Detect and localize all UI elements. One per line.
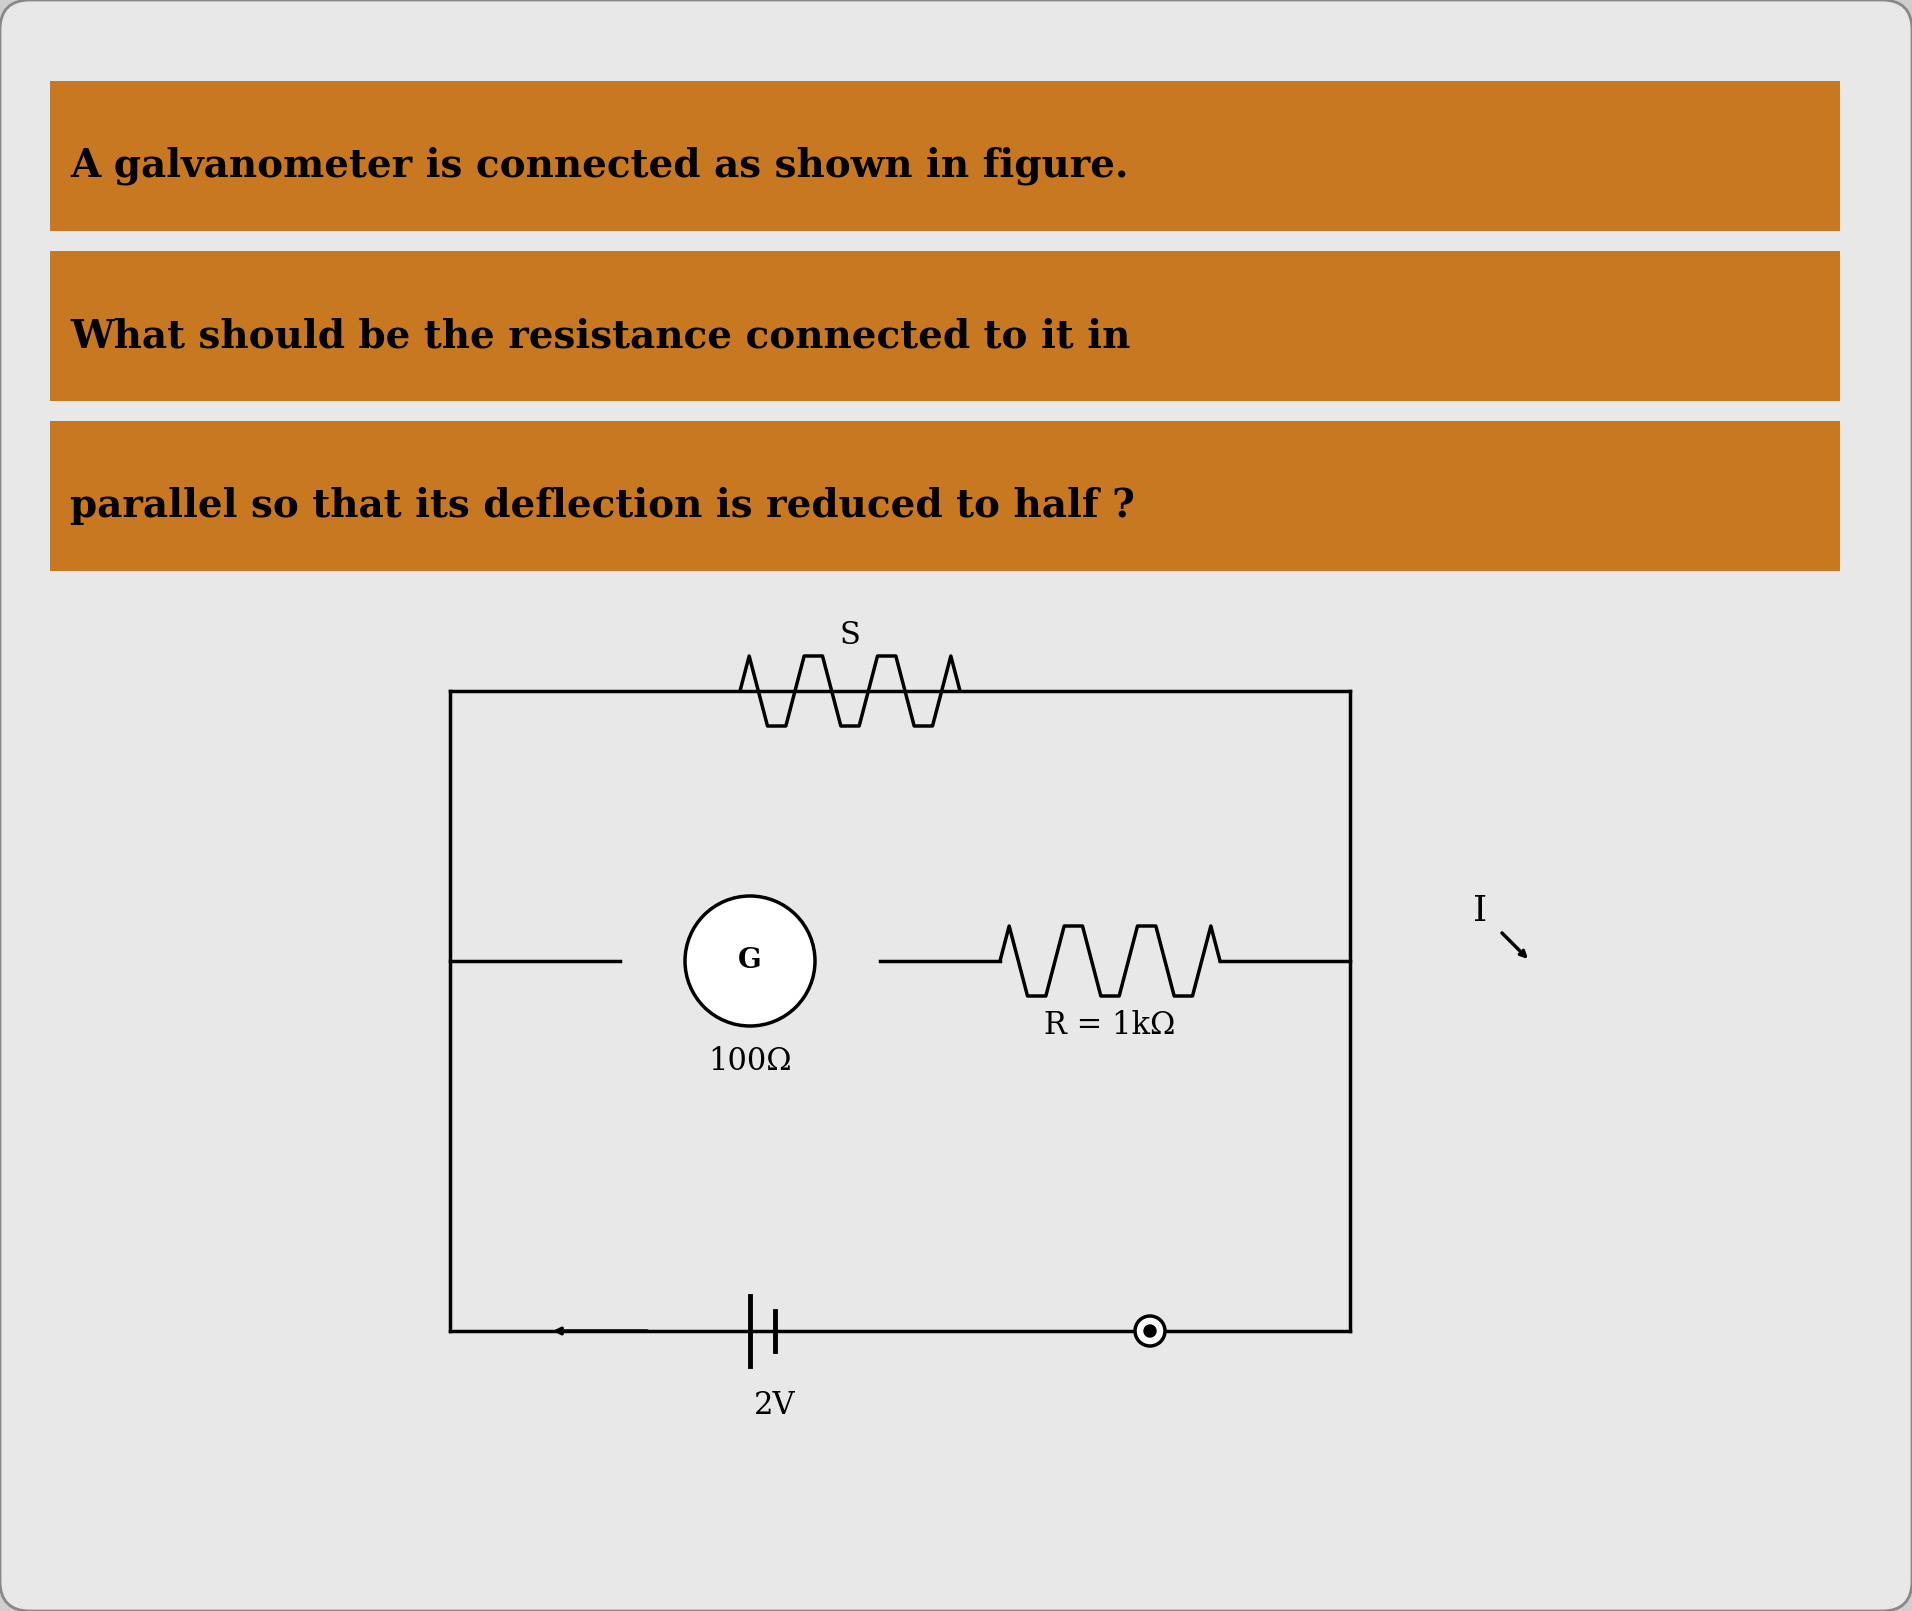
Text: What should be the resistance connected to it in: What should be the resistance connected …: [71, 317, 1130, 354]
FancyBboxPatch shape: [50, 251, 1839, 401]
Text: G: G: [738, 947, 761, 975]
Text: 2V: 2V: [753, 1390, 795, 1421]
Text: R = 1kΩ: R = 1kΩ: [1044, 1010, 1176, 1041]
Text: I: I: [1472, 894, 1488, 928]
Circle shape: [1136, 1316, 1164, 1347]
Circle shape: [1143, 1324, 1157, 1337]
Text: A galvanometer is connected as shown in figure.: A galvanometer is connected as shown in …: [71, 147, 1128, 185]
Circle shape: [684, 896, 815, 1026]
Text: parallel so that its deflection is reduced to half ?: parallel so that its deflection is reduc…: [71, 487, 1136, 525]
Text: S: S: [839, 620, 860, 651]
Text: 100Ω: 100Ω: [707, 1046, 792, 1076]
FancyBboxPatch shape: [50, 420, 1839, 570]
FancyBboxPatch shape: [50, 81, 1839, 230]
